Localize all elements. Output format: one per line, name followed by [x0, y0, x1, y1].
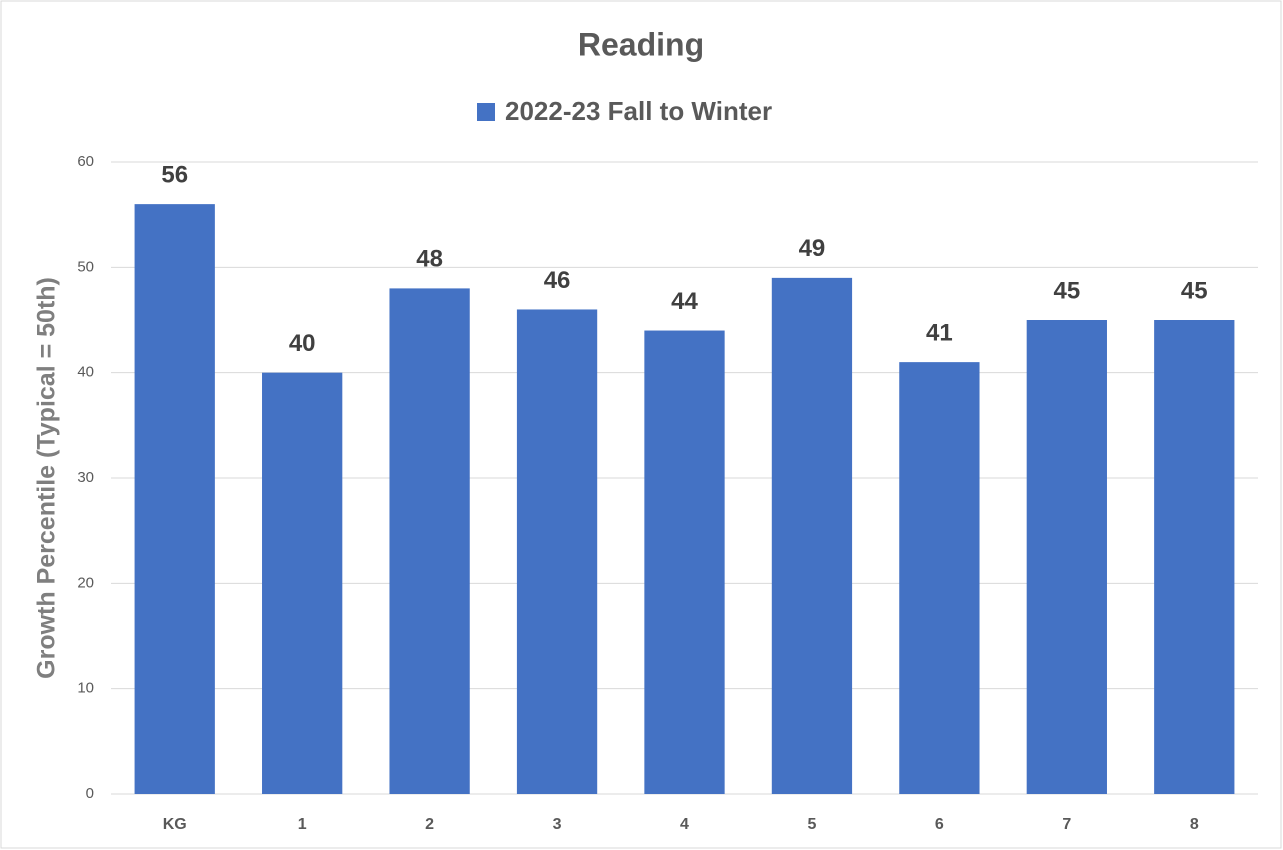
legend-swatch	[477, 103, 495, 121]
y-tick-label: 0	[86, 785, 94, 802]
y-tick-label: 10	[77, 680, 94, 697]
chart-title: Reading	[578, 26, 704, 62]
x-tick-label: 4	[680, 816, 689, 833]
data-label: 56	[161, 161, 188, 188]
data-label: 44	[671, 288, 698, 315]
x-tick-label: 3	[553, 816, 562, 833]
legend-label: 2022-23 Fall to Winter	[505, 96, 772, 126]
data-label: 48	[416, 246, 443, 273]
bar	[1154, 320, 1235, 794]
data-label: 45	[1181, 277, 1208, 304]
data-label: 40	[289, 330, 316, 357]
x-tick-label: 1	[298, 816, 307, 833]
x-tick-label: 7	[1062, 816, 1071, 833]
x-tick-label: KG	[163, 816, 187, 833]
x-tick-label: 2	[425, 816, 434, 833]
x-tick-label: 5	[807, 816, 816, 833]
bar	[899, 362, 980, 794]
bar	[516, 309, 598, 794]
y-tick-label: 40	[77, 364, 94, 381]
bar	[644, 330, 725, 794]
bar	[134, 204, 215, 795]
bar	[1026, 320, 1107, 794]
x-tick-label: 6	[935, 816, 944, 833]
data-label: 41	[926, 319, 953, 346]
y-tick-label: 50	[77, 258, 94, 275]
bar	[771, 277, 853, 794]
data-label: 45	[1053, 277, 1080, 304]
bar	[389, 288, 470, 794]
y-axis-label: Growth Percentile (Typical = 50th)	[33, 277, 61, 679]
bar	[262, 372, 343, 794]
y-tick-label: 20	[77, 574, 94, 591]
y-tick-label: 30	[77, 469, 94, 486]
x-tick-label: 8	[1190, 816, 1199, 833]
data-label: 46	[544, 267, 571, 294]
data-label: 49	[799, 235, 826, 262]
y-tick-label: 60	[77, 153, 94, 170]
